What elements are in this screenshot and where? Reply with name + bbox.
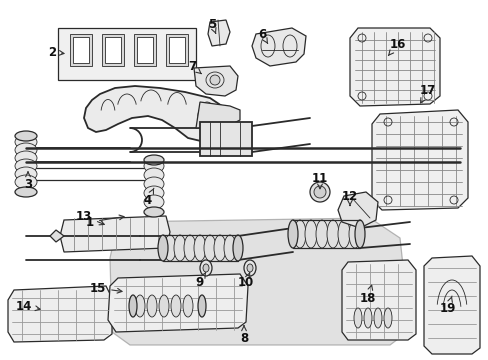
Polygon shape — [423, 256, 479, 354]
Polygon shape — [84, 86, 231, 142]
Ellipse shape — [143, 177, 163, 191]
Polygon shape — [194, 66, 238, 96]
Ellipse shape — [305, 220, 316, 248]
Bar — [169, 37, 184, 63]
Text: 17: 17 — [419, 84, 435, 103]
Ellipse shape — [244, 260, 256, 276]
Ellipse shape — [246, 264, 252, 272]
Polygon shape — [110, 218, 409, 345]
Polygon shape — [60, 216, 170, 252]
Text: 7: 7 — [187, 59, 201, 74]
Text: 8: 8 — [240, 326, 247, 345]
Ellipse shape — [373, 308, 381, 328]
Ellipse shape — [15, 131, 37, 141]
Ellipse shape — [315, 220, 327, 248]
Polygon shape — [50, 230, 64, 242]
Ellipse shape — [232, 235, 243, 261]
Ellipse shape — [183, 295, 193, 317]
Text: 12: 12 — [341, 189, 357, 206]
Bar — [165, 34, 187, 66]
Polygon shape — [251, 28, 305, 66]
Ellipse shape — [293, 220, 305, 248]
Ellipse shape — [171, 295, 181, 317]
Ellipse shape — [129, 295, 137, 317]
Text: 2: 2 — [48, 45, 64, 58]
Bar — [134, 34, 156, 66]
Ellipse shape — [143, 186, 163, 200]
Polygon shape — [341, 260, 415, 340]
Ellipse shape — [163, 235, 176, 261]
Text: 19: 19 — [439, 296, 455, 315]
Ellipse shape — [143, 168, 163, 182]
Bar — [105, 37, 121, 63]
Text: 3: 3 — [24, 172, 32, 192]
Ellipse shape — [15, 135, 37, 149]
Text: 11: 11 — [311, 171, 327, 189]
Text: 5: 5 — [207, 18, 216, 33]
Ellipse shape — [209, 75, 220, 85]
Ellipse shape — [214, 235, 225, 261]
Text: 6: 6 — [257, 27, 267, 44]
Text: 18: 18 — [359, 285, 375, 305]
Ellipse shape — [15, 159, 37, 173]
Polygon shape — [349, 28, 439, 106]
Ellipse shape — [143, 155, 163, 165]
Ellipse shape — [174, 235, 185, 261]
Ellipse shape — [15, 151, 37, 165]
Ellipse shape — [15, 187, 37, 197]
Ellipse shape — [287, 220, 297, 248]
Polygon shape — [371, 110, 467, 210]
Ellipse shape — [348, 220, 360, 248]
Polygon shape — [207, 20, 229, 46]
Ellipse shape — [383, 308, 391, 328]
Ellipse shape — [158, 235, 168, 261]
Ellipse shape — [203, 264, 208, 272]
Ellipse shape — [203, 235, 216, 261]
Bar — [200, 122, 251, 156]
Ellipse shape — [135, 295, 145, 317]
Ellipse shape — [15, 167, 37, 181]
Text: 14: 14 — [16, 300, 40, 312]
Ellipse shape — [200, 260, 212, 276]
Ellipse shape — [198, 295, 205, 317]
Bar — [73, 37, 89, 63]
Ellipse shape — [159, 295, 169, 317]
Polygon shape — [108, 274, 247, 332]
Ellipse shape — [313, 186, 325, 198]
Ellipse shape — [15, 175, 37, 189]
Bar — [137, 37, 153, 63]
Polygon shape — [196, 102, 240, 128]
Ellipse shape — [147, 295, 157, 317]
Text: 13: 13 — [76, 210, 104, 225]
Polygon shape — [337, 192, 377, 228]
Ellipse shape — [194, 235, 205, 261]
Ellipse shape — [354, 220, 364, 248]
Ellipse shape — [143, 159, 163, 173]
Bar — [58, 28, 196, 80]
Text: 1: 1 — [86, 215, 124, 229]
Ellipse shape — [326, 220, 338, 248]
Ellipse shape — [15, 143, 37, 157]
Ellipse shape — [337, 220, 349, 248]
Text: 16: 16 — [387, 37, 406, 55]
Polygon shape — [8, 286, 112, 342]
Text: 10: 10 — [237, 273, 254, 288]
Text: 4: 4 — [143, 188, 154, 207]
Ellipse shape — [353, 308, 361, 328]
Ellipse shape — [363, 308, 371, 328]
Ellipse shape — [224, 235, 236, 261]
Text: 9: 9 — [196, 273, 205, 288]
Ellipse shape — [183, 235, 196, 261]
Ellipse shape — [143, 207, 163, 217]
Ellipse shape — [143, 195, 163, 209]
Bar — [102, 34, 124, 66]
Ellipse shape — [309, 182, 329, 202]
Text: 15: 15 — [90, 282, 122, 294]
Bar — [70, 34, 92, 66]
